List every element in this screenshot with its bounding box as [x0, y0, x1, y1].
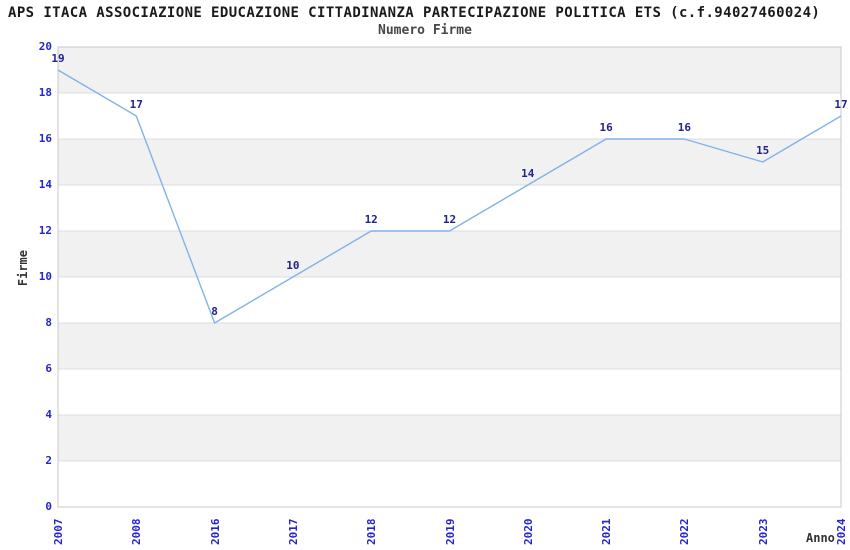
x-tick-label: 2018 — [365, 518, 379, 546]
x-tick-label: 2023 — [756, 518, 770, 546]
data-label: 16 — [599, 121, 613, 134]
y-tick-label: 16 — [38, 132, 52, 145]
plot-band — [58, 93, 841, 139]
y-tick-label: 4 — [45, 408, 52, 421]
chart-subtitle: Numero Firme — [378, 23, 472, 38]
x-tick-label: 2021 — [600, 518, 614, 546]
y-tick-label: 2 — [45, 454, 52, 467]
y-tick-label: 12 — [38, 224, 52, 237]
x-tick-label: 2020 — [521, 518, 535, 546]
x-tick-label: 2022 — [678, 518, 692, 546]
data-label: 19 — [51, 52, 65, 65]
x-axis-title: Anno — [806, 531, 835, 545]
y-tick-label: 6 — [45, 362, 52, 375]
x-tick-label: 2019 — [443, 518, 457, 546]
data-label: 10 — [286, 259, 300, 272]
x-tick-label: 2007 — [52, 518, 65, 546]
chart-title: APS ITACA ASSOCIAZIONE EDUCAZIONE CITTAD… — [8, 5, 821, 21]
y-tick-label: 18 — [38, 86, 52, 99]
y-tick-label: 10 — [38, 270, 52, 283]
y-tick-label: 14 — [38, 178, 52, 191]
data-label: 14 — [521, 167, 535, 180]
plot-band — [58, 231, 841, 277]
series-line — [57, 69, 842, 324]
data-label: 16 — [677, 121, 692, 134]
plot-band — [58, 47, 841, 93]
y-tick-label: 20 — [38, 40, 52, 53]
plot-band — [58, 139, 841, 185]
plot-band — [58, 461, 841, 507]
plot-band — [58, 277, 841, 323]
y-tick-label: 8 — [45, 316, 52, 329]
plot-band — [58, 415, 841, 461]
data-label: 17 — [834, 98, 848, 111]
x-tick-label: 2017 — [286, 518, 300, 546]
x-tick-label: 2024 — [835, 518, 848, 546]
y-tick-label: 0 — [45, 500, 52, 513]
plot-border — [57, 46, 842, 508]
plot-band — [58, 323, 841, 369]
x-tick-label: 2008 — [130, 518, 144, 546]
data-label: 12 — [442, 213, 457, 226]
data-label: 17 — [129, 98, 143, 111]
y-axis-title: Firme — [16, 250, 30, 287]
plot-band — [58, 185, 841, 231]
data-label: 12 — [364, 213, 378, 226]
data-label: 15 — [756, 144, 770, 157]
x-tick-label: 2016 — [208, 518, 222, 546]
data-label: 8 — [211, 305, 218, 318]
plot-band — [58, 369, 841, 415]
